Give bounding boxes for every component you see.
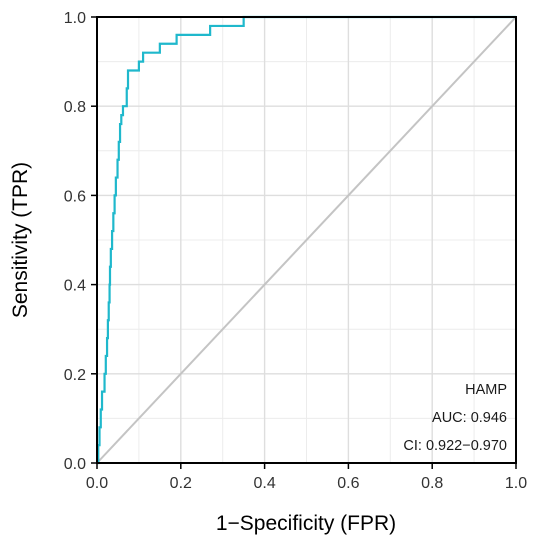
- annotation-auc: AUC: 0.946: [432, 410, 507, 426]
- annotation-model-name: HAMP: [465, 382, 507, 398]
- y-tick-label: 0.8: [64, 99, 86, 116]
- y-tick-label: 0.4: [64, 278, 86, 295]
- x-tick-label: 1.0: [505, 475, 527, 492]
- x-tick-label: 0.4: [253, 475, 275, 492]
- y-tick-label: 0.0: [64, 456, 86, 473]
- y-tick-label: 0.2: [64, 367, 86, 384]
- x-axis-title: 1−Specificity (FPR): [216, 512, 396, 535]
- y-axis-title: Sensitivity (TPR): [9, 162, 32, 318]
- y-tick-label: 1.0: [64, 10, 86, 27]
- x-tick-label: 0.8: [421, 475, 443, 492]
- reference-diagonal-line: [96, 16, 517, 464]
- x-tick-label: 0.6: [337, 475, 359, 492]
- y-axis-ticks: 0.0 0.2 0.4 0.6 0.8 1.0: [64, 10, 97, 473]
- plot-border: [96, 16, 517, 464]
- y-tick-label: 0.6: [64, 188, 86, 205]
- x-tick-label: 0.0: [86, 475, 108, 492]
- annotation-ci: CI: 0.922−0.970: [403, 438, 507, 454]
- roc-curve: [97, 15, 516, 465]
- x-axis-ticks: 0.0 0.2 0.4 0.6 0.8 1.0: [86, 463, 527, 492]
- x-tick-label: 0.2: [170, 475, 192, 492]
